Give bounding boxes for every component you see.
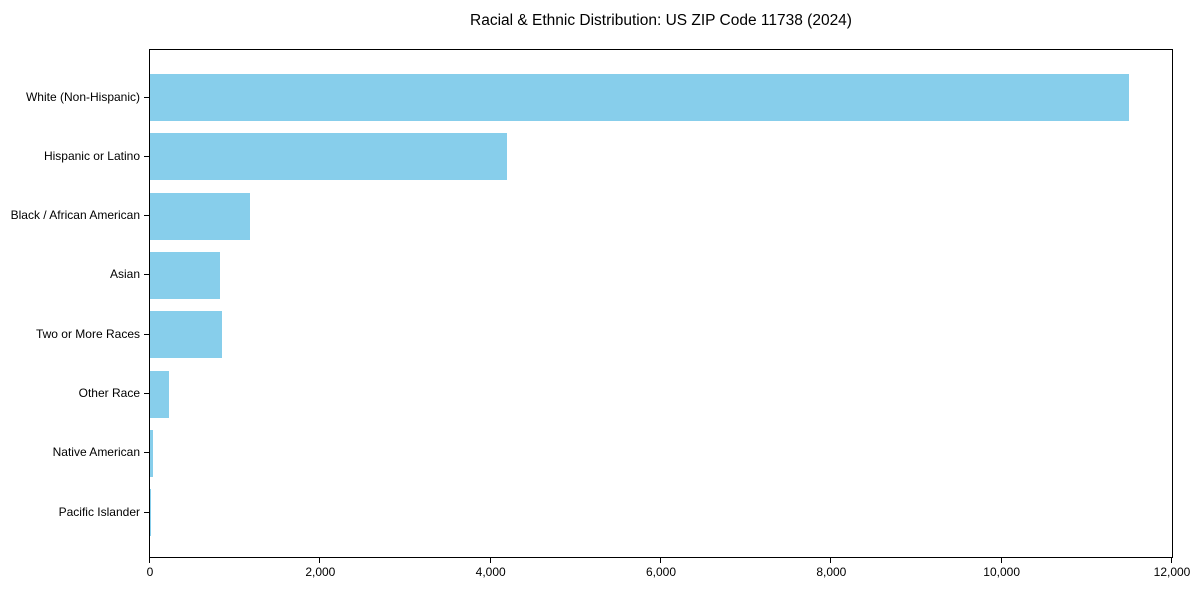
y-tick-label-asian: Asian	[109, 267, 140, 282]
x-tick-mark	[149, 558, 150, 563]
y-tick-label-other-race: Other Race	[78, 386, 140, 401]
y-tick-label-pacific-islander: Pacific Islander	[58, 504, 140, 519]
x-tick-label-10000: 10,000	[983, 565, 1020, 579]
y-tick-mark	[144, 333, 149, 335]
x-tick-mark	[319, 558, 321, 563]
x-tick-label-12000: 12,000	[1153, 565, 1191, 579]
y-tick-label-two-or-more-races: Two or More Races	[35, 326, 140, 341]
y-tick-mark	[144, 215, 149, 217]
y-tick-mark	[144, 452, 149, 454]
y-tick-mark	[144, 511, 149, 513]
y-tick-mark	[144, 274, 149, 276]
y-tick-label-hispanic-or-latino: Hispanic or Latino	[43, 148, 140, 163]
bar-asian	[150, 251, 220, 299]
x-tick-mark	[830, 558, 832, 563]
y-tick-label-native-american: Native American	[52, 445, 140, 460]
y-tick-mark	[144, 393, 149, 395]
bar-white-non-hispanic	[150, 74, 1130, 121]
bar-black-african-american	[150, 192, 250, 240]
x-tick-mark	[489, 558, 491, 563]
plot-area	[149, 49, 1173, 558]
x-tick-mark	[1000, 558, 1002, 563]
bar-native-american	[150, 429, 154, 477]
bar-other-race	[150, 370, 169, 418]
y-tick-label-white-non-hispanic: White (Non-Hispanic)	[25, 89, 140, 104]
chart-title: Racial & Ethnic Distribution: US ZIP Cod…	[470, 12, 852, 29]
bar-hispanic-or-latino	[150, 133, 507, 181]
y-tick-label-black-african-american: Black / African American	[10, 208, 140, 223]
x-tick-label-0: 0	[146, 565, 154, 579]
bar-two-or-more-races	[150, 311, 222, 359]
x-tick-label-8000: 8,000	[816, 565, 847, 579]
x-tick-label-4000: 4,000	[475, 565, 506, 579]
x-tick-mark	[660, 558, 661, 563]
y-tick-mark	[144, 96, 149, 98]
y-tick-mark	[144, 155, 149, 157]
x-tick-mark	[1171, 558, 1172, 563]
x-tick-label-6000: 6,000	[645, 565, 677, 579]
x-tick-label-2000: 2,000	[305, 565, 336, 579]
